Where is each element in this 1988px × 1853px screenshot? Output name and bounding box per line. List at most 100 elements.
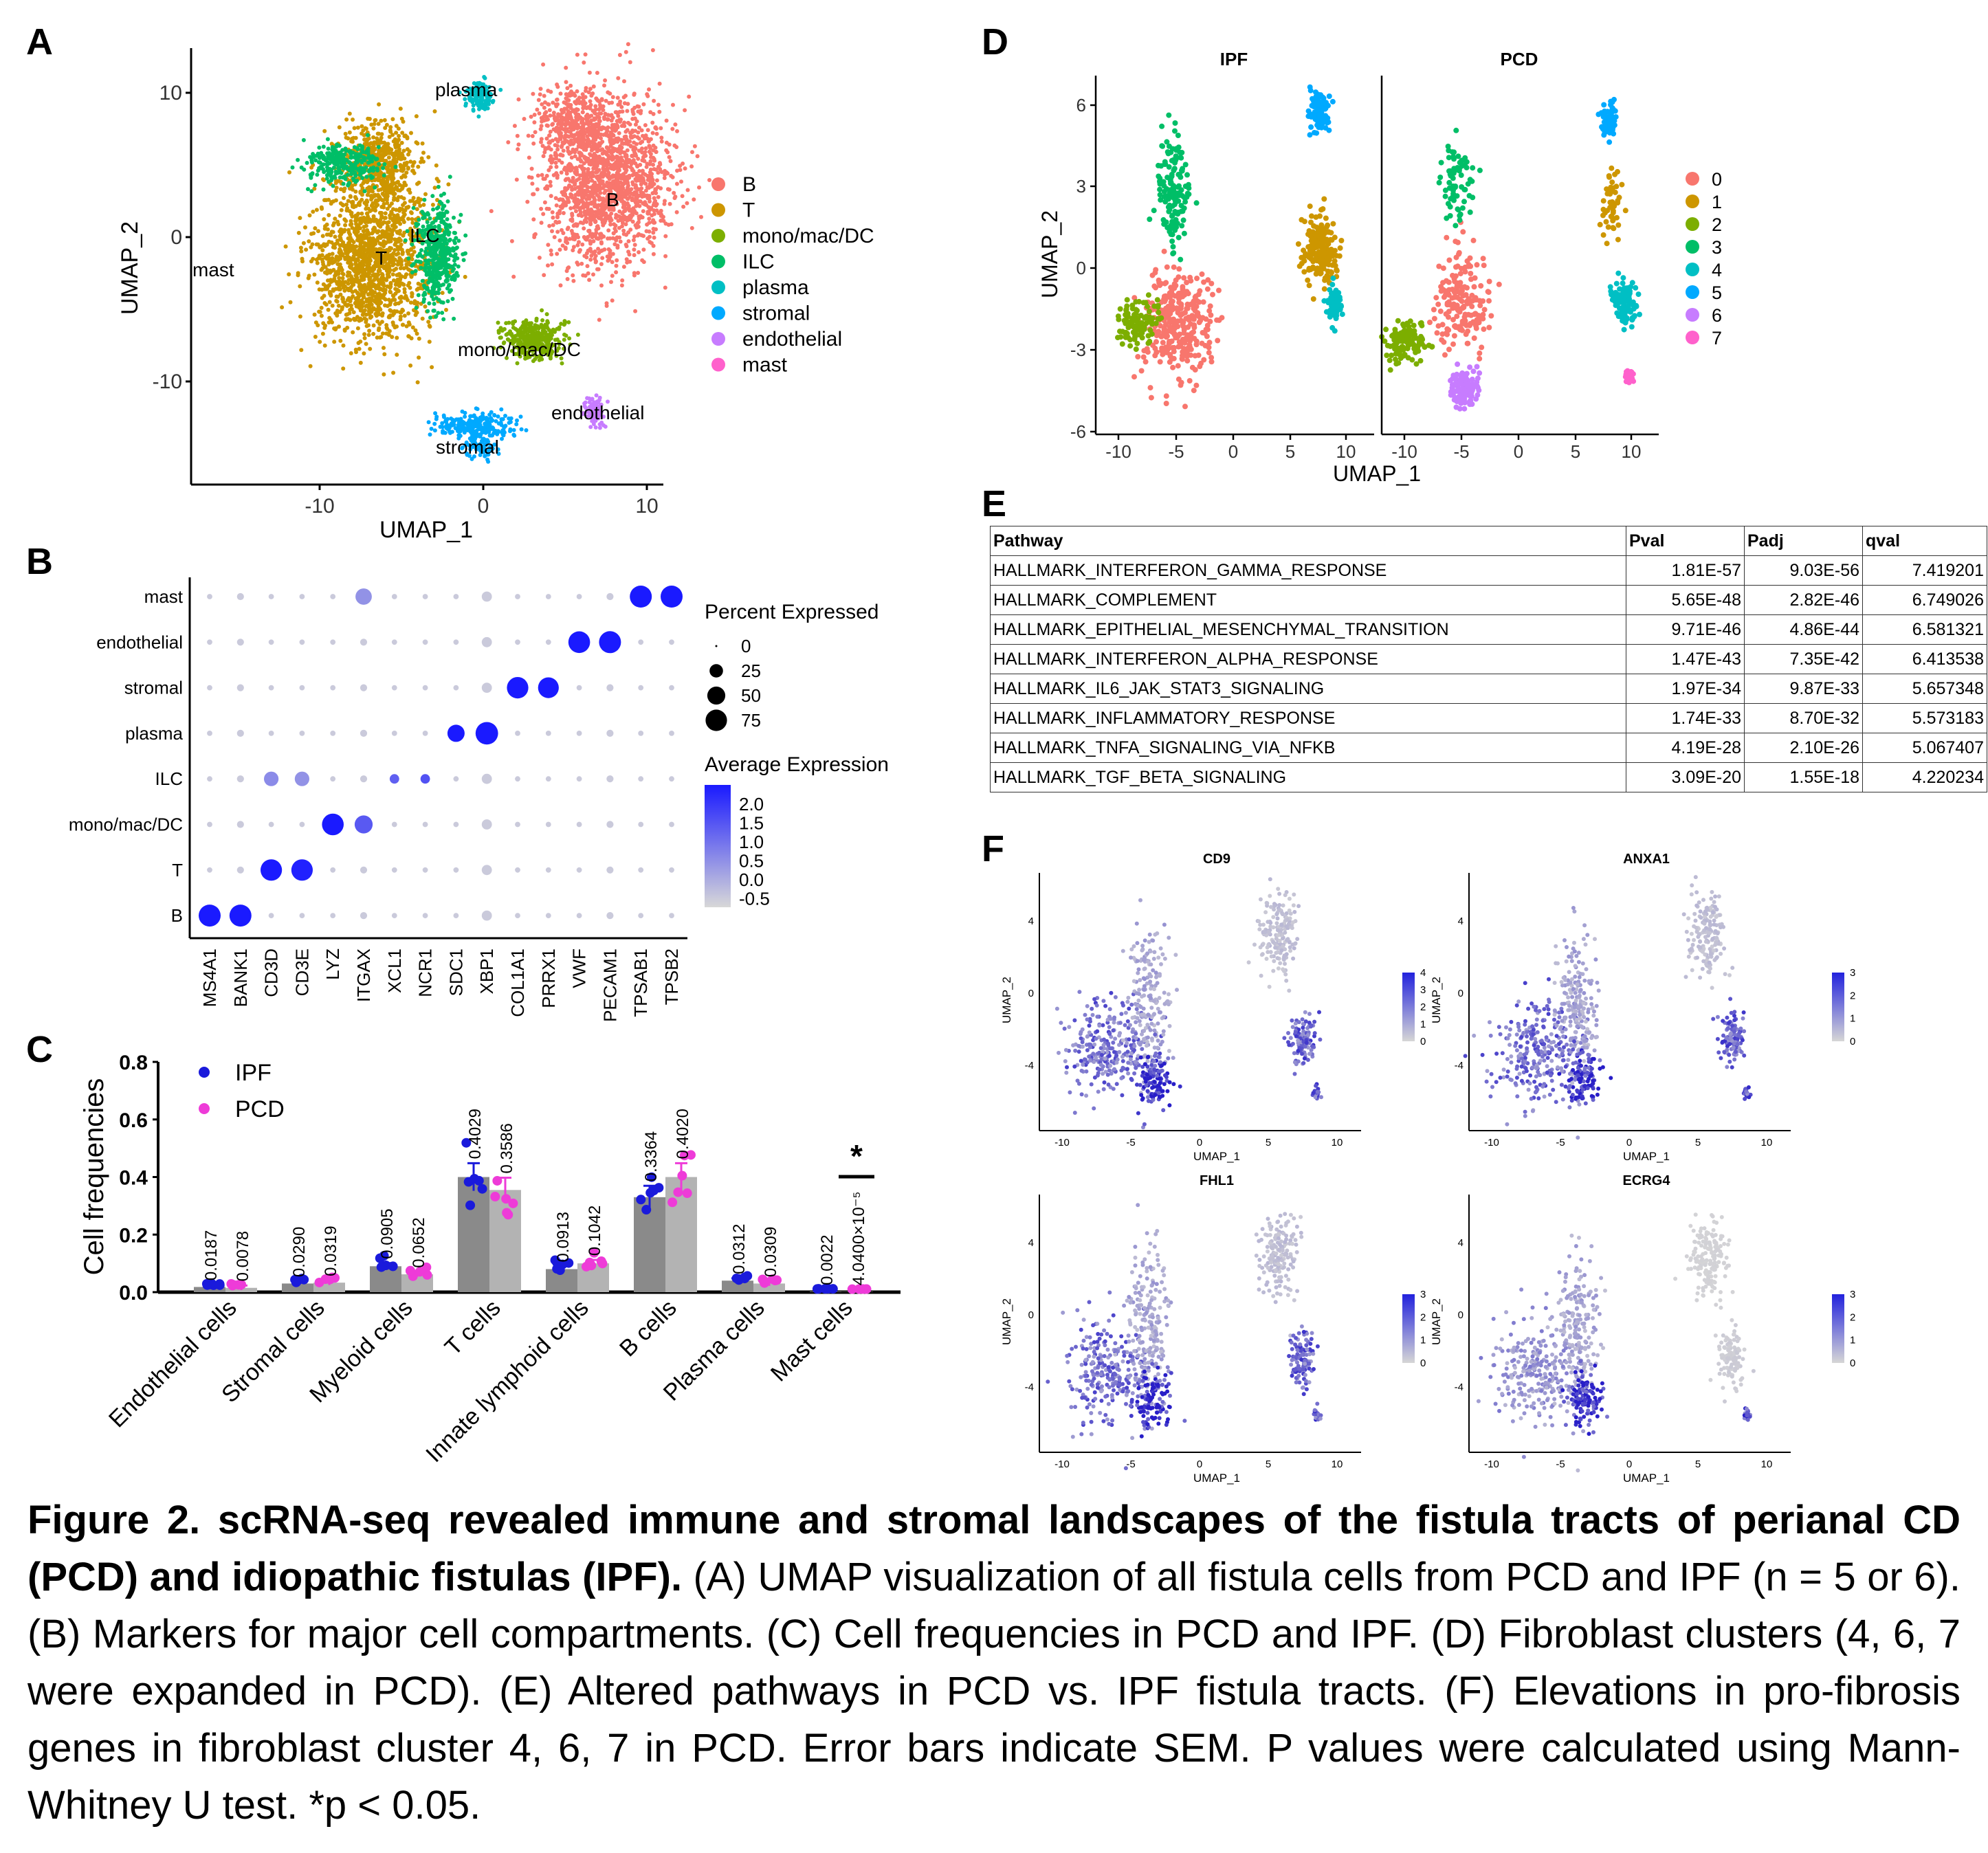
- cell-point: [595, 188, 600, 192]
- cell-point: [573, 236, 577, 241]
- cell-point: [564, 80, 568, 85]
- cell-point: [443, 236, 448, 241]
- cell-point: [344, 117, 349, 122]
- cell-point: [614, 212, 619, 217]
- cell-point: [430, 194, 435, 199]
- cell-point: [648, 184, 652, 189]
- cell-point: [554, 203, 559, 208]
- cell-point: [608, 184, 613, 188]
- cell-point: [388, 260, 392, 265]
- cell-point: [396, 126, 401, 131]
- cell-point: [320, 206, 324, 211]
- cell-point: [567, 102, 572, 107]
- cell-point: [596, 267, 601, 271]
- cell-point: [448, 223, 452, 228]
- cell-point: [615, 258, 619, 263]
- cell-point: [368, 245, 373, 249]
- cell-point: [314, 208, 319, 212]
- cell-point: [587, 162, 592, 166]
- cell-point: [379, 214, 384, 219]
- cell-point: [350, 289, 355, 294]
- cell-point: [570, 134, 575, 139]
- cell-point: [402, 313, 407, 318]
- cell-point: [574, 107, 579, 111]
- cell-point: [540, 334, 545, 339]
- cell-point: [608, 251, 612, 256]
- cell-point: [348, 318, 353, 322]
- cell-point: [417, 355, 421, 360]
- cell-point: [362, 189, 367, 194]
- cell-point: [575, 262, 580, 267]
- cell-point: [602, 220, 607, 225]
- cell-point: [602, 83, 606, 88]
- cell-point: [390, 117, 395, 122]
- cell-point: [595, 177, 600, 181]
- cell-point: [650, 48, 655, 52]
- cell-point: [422, 197, 427, 202]
- cell-point: [393, 144, 398, 148]
- cell-point: [335, 262, 340, 267]
- cell-point: [383, 297, 388, 302]
- cell-point: [430, 365, 434, 370]
- cell-point: [647, 144, 652, 148]
- cell-point: [634, 184, 639, 189]
- cell-point: [399, 242, 404, 247]
- cell-point: [595, 206, 599, 210]
- cell-point: [617, 235, 622, 240]
- cell-point: [586, 179, 591, 184]
- cell-point: [621, 214, 626, 219]
- cell-point: [531, 192, 535, 197]
- cell-point: [675, 129, 679, 133]
- cell-point: [382, 352, 387, 357]
- cell-point: [416, 281, 421, 286]
- cell-point: [671, 102, 675, 107]
- cell-point: [320, 248, 325, 253]
- cell-point: [592, 116, 597, 121]
- cell-point: [357, 235, 362, 240]
- cell-point: [333, 175, 338, 180]
- cell-point: [599, 97, 604, 102]
- cell-point: [338, 234, 342, 238]
- cell-point: [355, 291, 360, 296]
- cell-point: [381, 293, 386, 298]
- cell-point: [351, 294, 355, 298]
- cell-point: [416, 286, 421, 291]
- cell-point: [343, 131, 348, 136]
- cell-point: [534, 316, 539, 321]
- cell-point: [375, 139, 380, 144]
- cell-point: [415, 181, 419, 186]
- cell-point: [316, 160, 321, 164]
- cell-point: [539, 221, 544, 225]
- cell-point: [555, 230, 560, 234]
- cell-point: [645, 162, 650, 166]
- cell-point: [599, 171, 604, 176]
- cell-point: [543, 100, 547, 104]
- cell-point: [571, 245, 576, 249]
- cell-point: [382, 118, 387, 122]
- cell-point: [430, 265, 435, 270]
- cell-point: [678, 164, 683, 168]
- cell-point: [375, 193, 380, 198]
- cell-point: [399, 116, 404, 121]
- cell-point: [336, 166, 341, 170]
- cell-point: [620, 141, 624, 146]
- cell-point: [299, 348, 304, 353]
- cell-point: [616, 157, 621, 162]
- cell-point: [412, 299, 417, 304]
- cell-point: [586, 248, 590, 253]
- cell-point: [626, 159, 631, 164]
- cell-point: [319, 244, 324, 249]
- cell-point: [589, 93, 594, 98]
- cell-point: [308, 173, 313, 177]
- cell-point: [648, 234, 652, 239]
- cell-point: [553, 151, 558, 156]
- cell-point: [364, 126, 368, 131]
- cell-point: [654, 131, 659, 136]
- cell-point: [334, 171, 338, 176]
- cell-point: [427, 340, 432, 344]
- cell-point: [307, 213, 312, 218]
- cell-point: [360, 259, 364, 264]
- cell-point: [377, 102, 382, 107]
- cell-point: [615, 154, 619, 159]
- cell-point: [383, 303, 387, 308]
